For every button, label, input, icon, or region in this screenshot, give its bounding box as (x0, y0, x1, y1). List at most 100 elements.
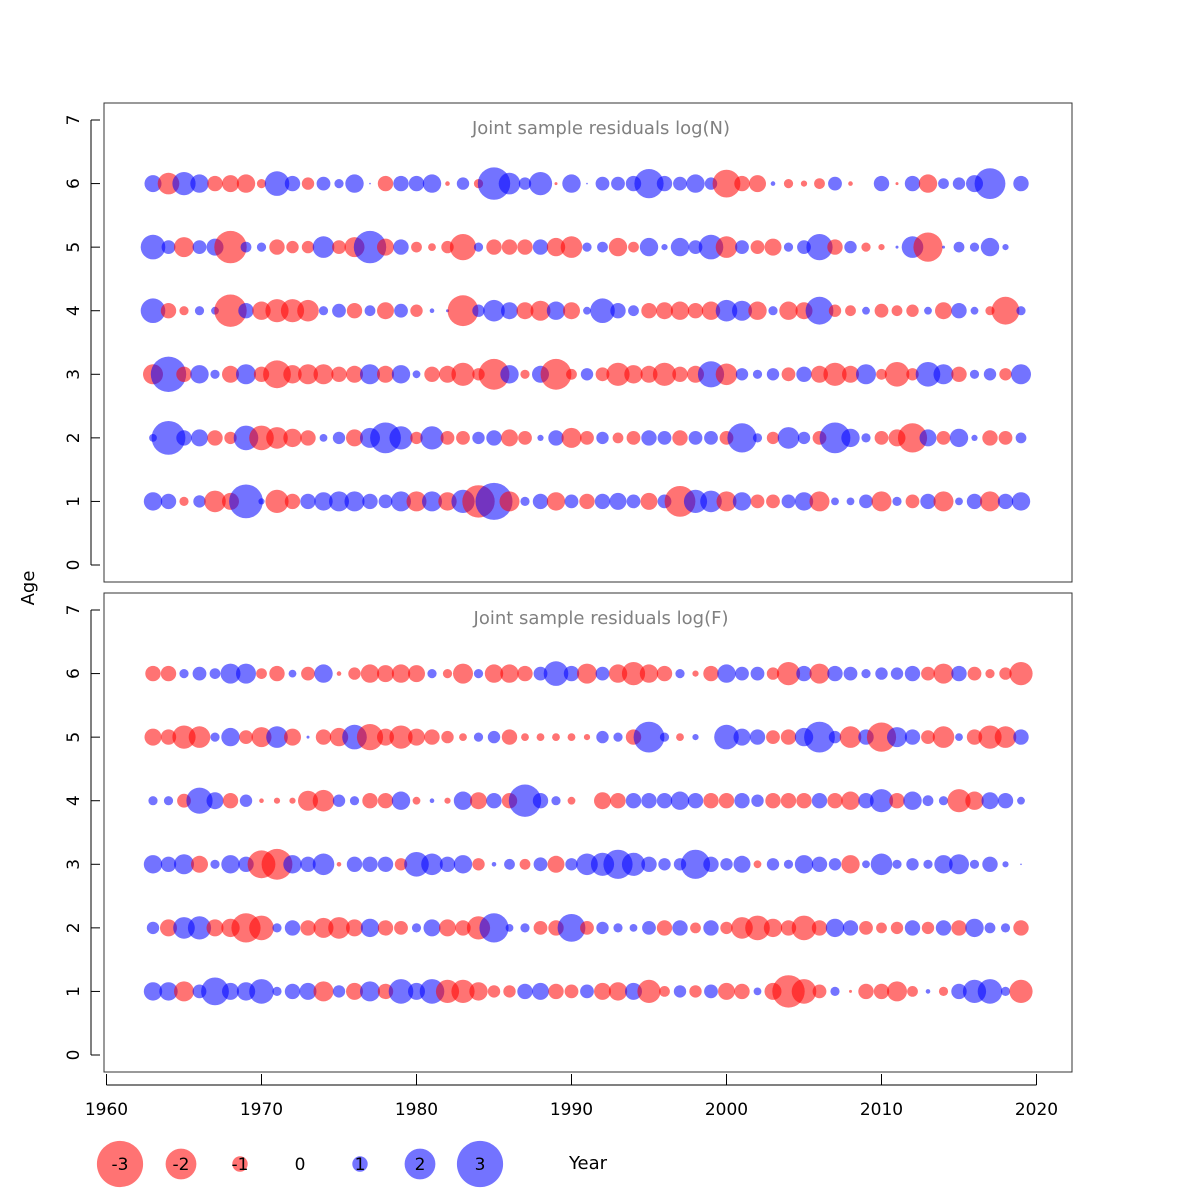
bubble-layer (143, 661, 1033, 1008)
residual-bubble (174, 981, 194, 1002)
residual-bubble (288, 669, 297, 678)
y-tick-label: 4 (64, 795, 84, 806)
residual-bubble (567, 796, 576, 805)
residual-bubble (892, 496, 902, 506)
residual-bubble (828, 304, 842, 317)
residual-bubble (300, 920, 316, 936)
residual-bubble (997, 793, 1014, 809)
residual-bubble (733, 855, 751, 873)
residual-bubble (994, 726, 1017, 748)
residual-bubble (193, 495, 206, 508)
residual-bubble (595, 176, 610, 191)
residual-bubble (634, 169, 664, 199)
residual-bubble (209, 668, 221, 679)
residual-bubble (1013, 920, 1029, 936)
residual-bubble (969, 242, 980, 252)
residual-bubble (720, 921, 733, 935)
residual-bubble (745, 915, 770, 941)
residual-bubble (486, 239, 502, 255)
residual-bubble (633, 721, 665, 753)
residual-bubble (656, 920, 673, 936)
residual-bubble (346, 856, 363, 872)
residual-bubble (827, 239, 843, 255)
residual-bubble (998, 431, 1013, 445)
residual-bubble (692, 734, 699, 741)
residual-bubble (313, 364, 334, 385)
residual-bubble (997, 493, 1014, 510)
residual-bubble (220, 663, 241, 684)
residual-bubble (251, 727, 272, 748)
residual-bubble (188, 726, 211, 748)
y-tick-label: 0 (64, 560, 84, 571)
residual-bubble (780, 729, 797, 745)
residual-bubble (207, 430, 223, 446)
residual-bubble (783, 859, 794, 869)
residual-bubble (289, 797, 296, 804)
residual-bubble (377, 793, 394, 809)
residual-bubble (658, 858, 671, 871)
residual-bubble (1011, 492, 1031, 511)
residual-bubble (783, 242, 794, 252)
residual-bubble (871, 491, 892, 512)
residual-bubble (424, 729, 440, 745)
bubble-layer (140, 167, 1031, 520)
residual-bubble (626, 431, 641, 445)
residual-bubble (596, 921, 609, 935)
residual-bubble (179, 496, 189, 506)
residual-bubble (966, 493, 983, 510)
residual-bubble (204, 490, 226, 513)
residual-bubble (625, 793, 642, 809)
y-tick-label: 1 (64, 496, 84, 507)
residual-bubble (672, 430, 688, 446)
y-axis: 0 1 2 3 4 5 6 7 (64, 115, 100, 571)
residual-bubble (266, 726, 288, 748)
residual-bubble (892, 859, 902, 869)
residual-bubble (689, 985, 702, 998)
residual-bubble (273, 797, 281, 804)
residual-bubble (160, 665, 177, 682)
residual-bubble (628, 305, 639, 317)
residual-bubble (612, 432, 624, 444)
residual-bubble (639, 664, 659, 683)
residual-bubble (442, 669, 453, 679)
residual-bubble (876, 368, 887, 380)
residual-bubble (890, 667, 904, 680)
residual-bubble (594, 982, 611, 1000)
residual-bubble (206, 919, 224, 937)
residual-bubble (312, 853, 335, 876)
residual-bubble (501, 302, 518, 320)
residual-bubble (842, 365, 859, 383)
residual-bubble (565, 858, 578, 871)
residual-bubble (222, 982, 239, 1000)
residual-bubble (256, 668, 267, 679)
residual-bubble (172, 725, 196, 749)
residual-bubble (580, 984, 594, 999)
residual-bubble (377, 920, 394, 936)
residual-bubble (429, 308, 435, 314)
residual-bubble (750, 494, 765, 509)
legend-label: 0 (295, 1155, 306, 1175)
residual-bubble (732, 300, 752, 321)
residual-bubble (470, 792, 487, 810)
residual-bubble (846, 497, 855, 506)
residual-bubble (532, 793, 549, 809)
residual-bubble (809, 491, 830, 512)
residual-bubble (221, 855, 240, 874)
residual-bubble (176, 366, 192, 382)
residual-bubble (439, 919, 456, 937)
residual-bubble (201, 977, 229, 1006)
residual-bubble (580, 921, 594, 935)
residual-bubble (951, 983, 967, 1000)
residual-bubble (179, 306, 189, 316)
residual-bubble (518, 177, 532, 190)
residual-bubble (1011, 364, 1031, 385)
residual-bubble (733, 728, 751, 746)
residual-bubble (564, 984, 579, 999)
residual-bubble (690, 922, 701, 934)
residual-bubble (621, 852, 646, 876)
residual-bubble (473, 732, 484, 742)
residual-bubble (284, 175, 301, 192)
y-tick-label: 2 (64, 432, 84, 443)
residual-bubble (439, 856, 456, 872)
residual-bubble (479, 913, 509, 943)
